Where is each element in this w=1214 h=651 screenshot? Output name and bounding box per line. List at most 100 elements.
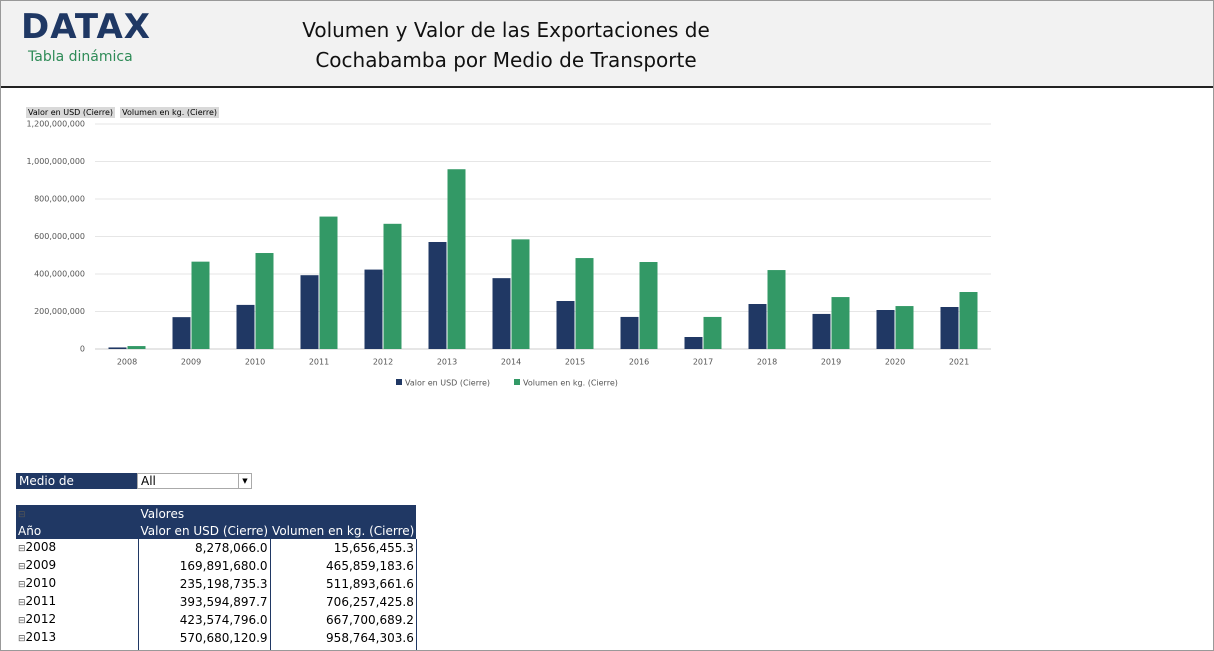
cell: 15,656,455.3 (270, 539, 417, 557)
bar (684, 337, 703, 349)
field-buttons: Valor en USD (Cierre) Volumen en kg. (Ci… (26, 100, 219, 119)
x-tick-label: 2019 (821, 358, 841, 367)
title-line: Volumen y Valor de las Exportaciones de (302, 18, 710, 42)
cell: 958,764,303.6 (270, 629, 417, 647)
x-tick-label: 2020 (885, 358, 905, 367)
bar (300, 275, 319, 349)
bar (511, 239, 530, 349)
cell: 667,700,689.2 (270, 611, 417, 629)
x-tick-label: 2009 (181, 358, 201, 367)
x-tick-label: 2018 (757, 358, 777, 367)
bar (428, 241, 447, 349)
cell: 465,859,183.6 (270, 557, 417, 575)
x-tick-label: 2014 (501, 358, 521, 367)
bar (620, 316, 639, 349)
title-line: Cochabamba por Medio de Transporte (315, 48, 697, 72)
x-tick-label: 2021 (949, 358, 969, 367)
legend-swatch (514, 379, 520, 385)
subtitle: Tabla dinámica (28, 49, 133, 65)
bar (191, 261, 210, 349)
y-tick-label: 600,000,000 (34, 232, 85, 241)
cell: 570,680,120.9 (138, 629, 271, 647)
legend-swatch (396, 379, 402, 385)
row-label[interactable]: 2008 (16, 539, 139, 557)
col-header[interactable]: Año (16, 523, 139, 539)
bar (940, 307, 959, 349)
cell: 511,893,661.6 (270, 575, 417, 593)
cell: 235,198,735.3 (138, 575, 271, 593)
x-tick-label: 2013 (437, 358, 457, 367)
cell: 169,891,680.0 (138, 557, 271, 575)
field-button[interactable]: Volumen en kg. (Cierre) (120, 107, 219, 118)
bar (895, 306, 914, 349)
bar (108, 347, 127, 349)
bar (236, 304, 255, 349)
row-label[interactable]: 2014 (16, 647, 139, 650)
bar (172, 317, 191, 349)
x-tick-label: 2012 (373, 358, 393, 367)
filter-value: All (141, 474, 156, 488)
y-tick-label: 1,000,000,000 (26, 157, 85, 166)
bar (127, 346, 146, 349)
bar (767, 270, 786, 349)
legend-label: Volumen en kg. (Cierre) (523, 379, 618, 388)
bar (831, 297, 850, 349)
bar (364, 269, 383, 349)
cell: 393,594,897.7 (138, 593, 271, 611)
filter: Medio de Transporte All ▼ (16, 473, 252, 504)
x-tick-label: 2016 (629, 358, 649, 367)
x-tick-label: 2017 (693, 358, 713, 367)
row-label[interactable]: 2010 (16, 575, 139, 593)
cell: 423,574,796.0 (138, 611, 271, 629)
row-label[interactable]: 2009 (16, 557, 139, 575)
row-label[interactable]: 2012 (16, 611, 139, 629)
cell: 377,858,141.3 (138, 647, 271, 650)
field-button[interactable]: Valor en USD (Cierre) (26, 107, 116, 118)
bar (748, 304, 767, 349)
bar (319, 216, 338, 349)
bar (876, 310, 895, 349)
bar (255, 253, 274, 349)
row-label[interactable]: 2013 (16, 629, 139, 647)
col-header: Volumen en kg. (Cierre) (270, 523, 417, 539)
bar (492, 278, 511, 349)
table-row: 2014377,858,141.3584,764,809.2 (16, 647, 417, 650)
chart: 0 200,000,000 400,000,000 600,000,000 800,00… (26, 120, 991, 388)
bar (556, 301, 575, 349)
legend-label: Valor en USD (Cierre) (405, 379, 490, 388)
bar (703, 316, 722, 349)
x-tick-label: 2008 (117, 358, 137, 367)
dropdown[interactable]: ▼ (238, 474, 251, 488)
col-header: Valor en USD (Cierre) (138, 523, 271, 539)
y-tick-label: 400,000,000 (34, 270, 85, 279)
title: Volumen y Valor de las Exportaciones de C… (271, 15, 741, 75)
y-tick-label: 0 (80, 345, 85, 354)
bar (383, 223, 402, 349)
cell: 584,764,809.2 (270, 647, 417, 650)
values-header: Valores (138, 505, 417, 523)
bar (575, 258, 594, 349)
row-label[interactable]: 2011 (16, 593, 139, 611)
bar (639, 262, 658, 349)
bar (812, 313, 831, 349)
y-tick-label: 800,000,000 (34, 195, 85, 204)
x-tick-label: 2010 (245, 358, 265, 367)
y-tick-label: 200,000,000 (34, 307, 85, 316)
header: DATAX Tabla dinámica Volumen y Valor de … (1, 1, 1213, 88)
bar (959, 292, 978, 349)
header-row: Valores (16, 505, 417, 523)
x-tick-label: 2011 (309, 358, 329, 367)
filter-select[interactable]: All ▼ (137, 473, 252, 489)
cell: 706,257,425.8 (270, 593, 417, 611)
y-tick-label: 1,200,000,000 (26, 120, 85, 129)
filter-label: Medio de Transporte (16, 473, 137, 504)
logo: DATAX (21, 7, 151, 47)
